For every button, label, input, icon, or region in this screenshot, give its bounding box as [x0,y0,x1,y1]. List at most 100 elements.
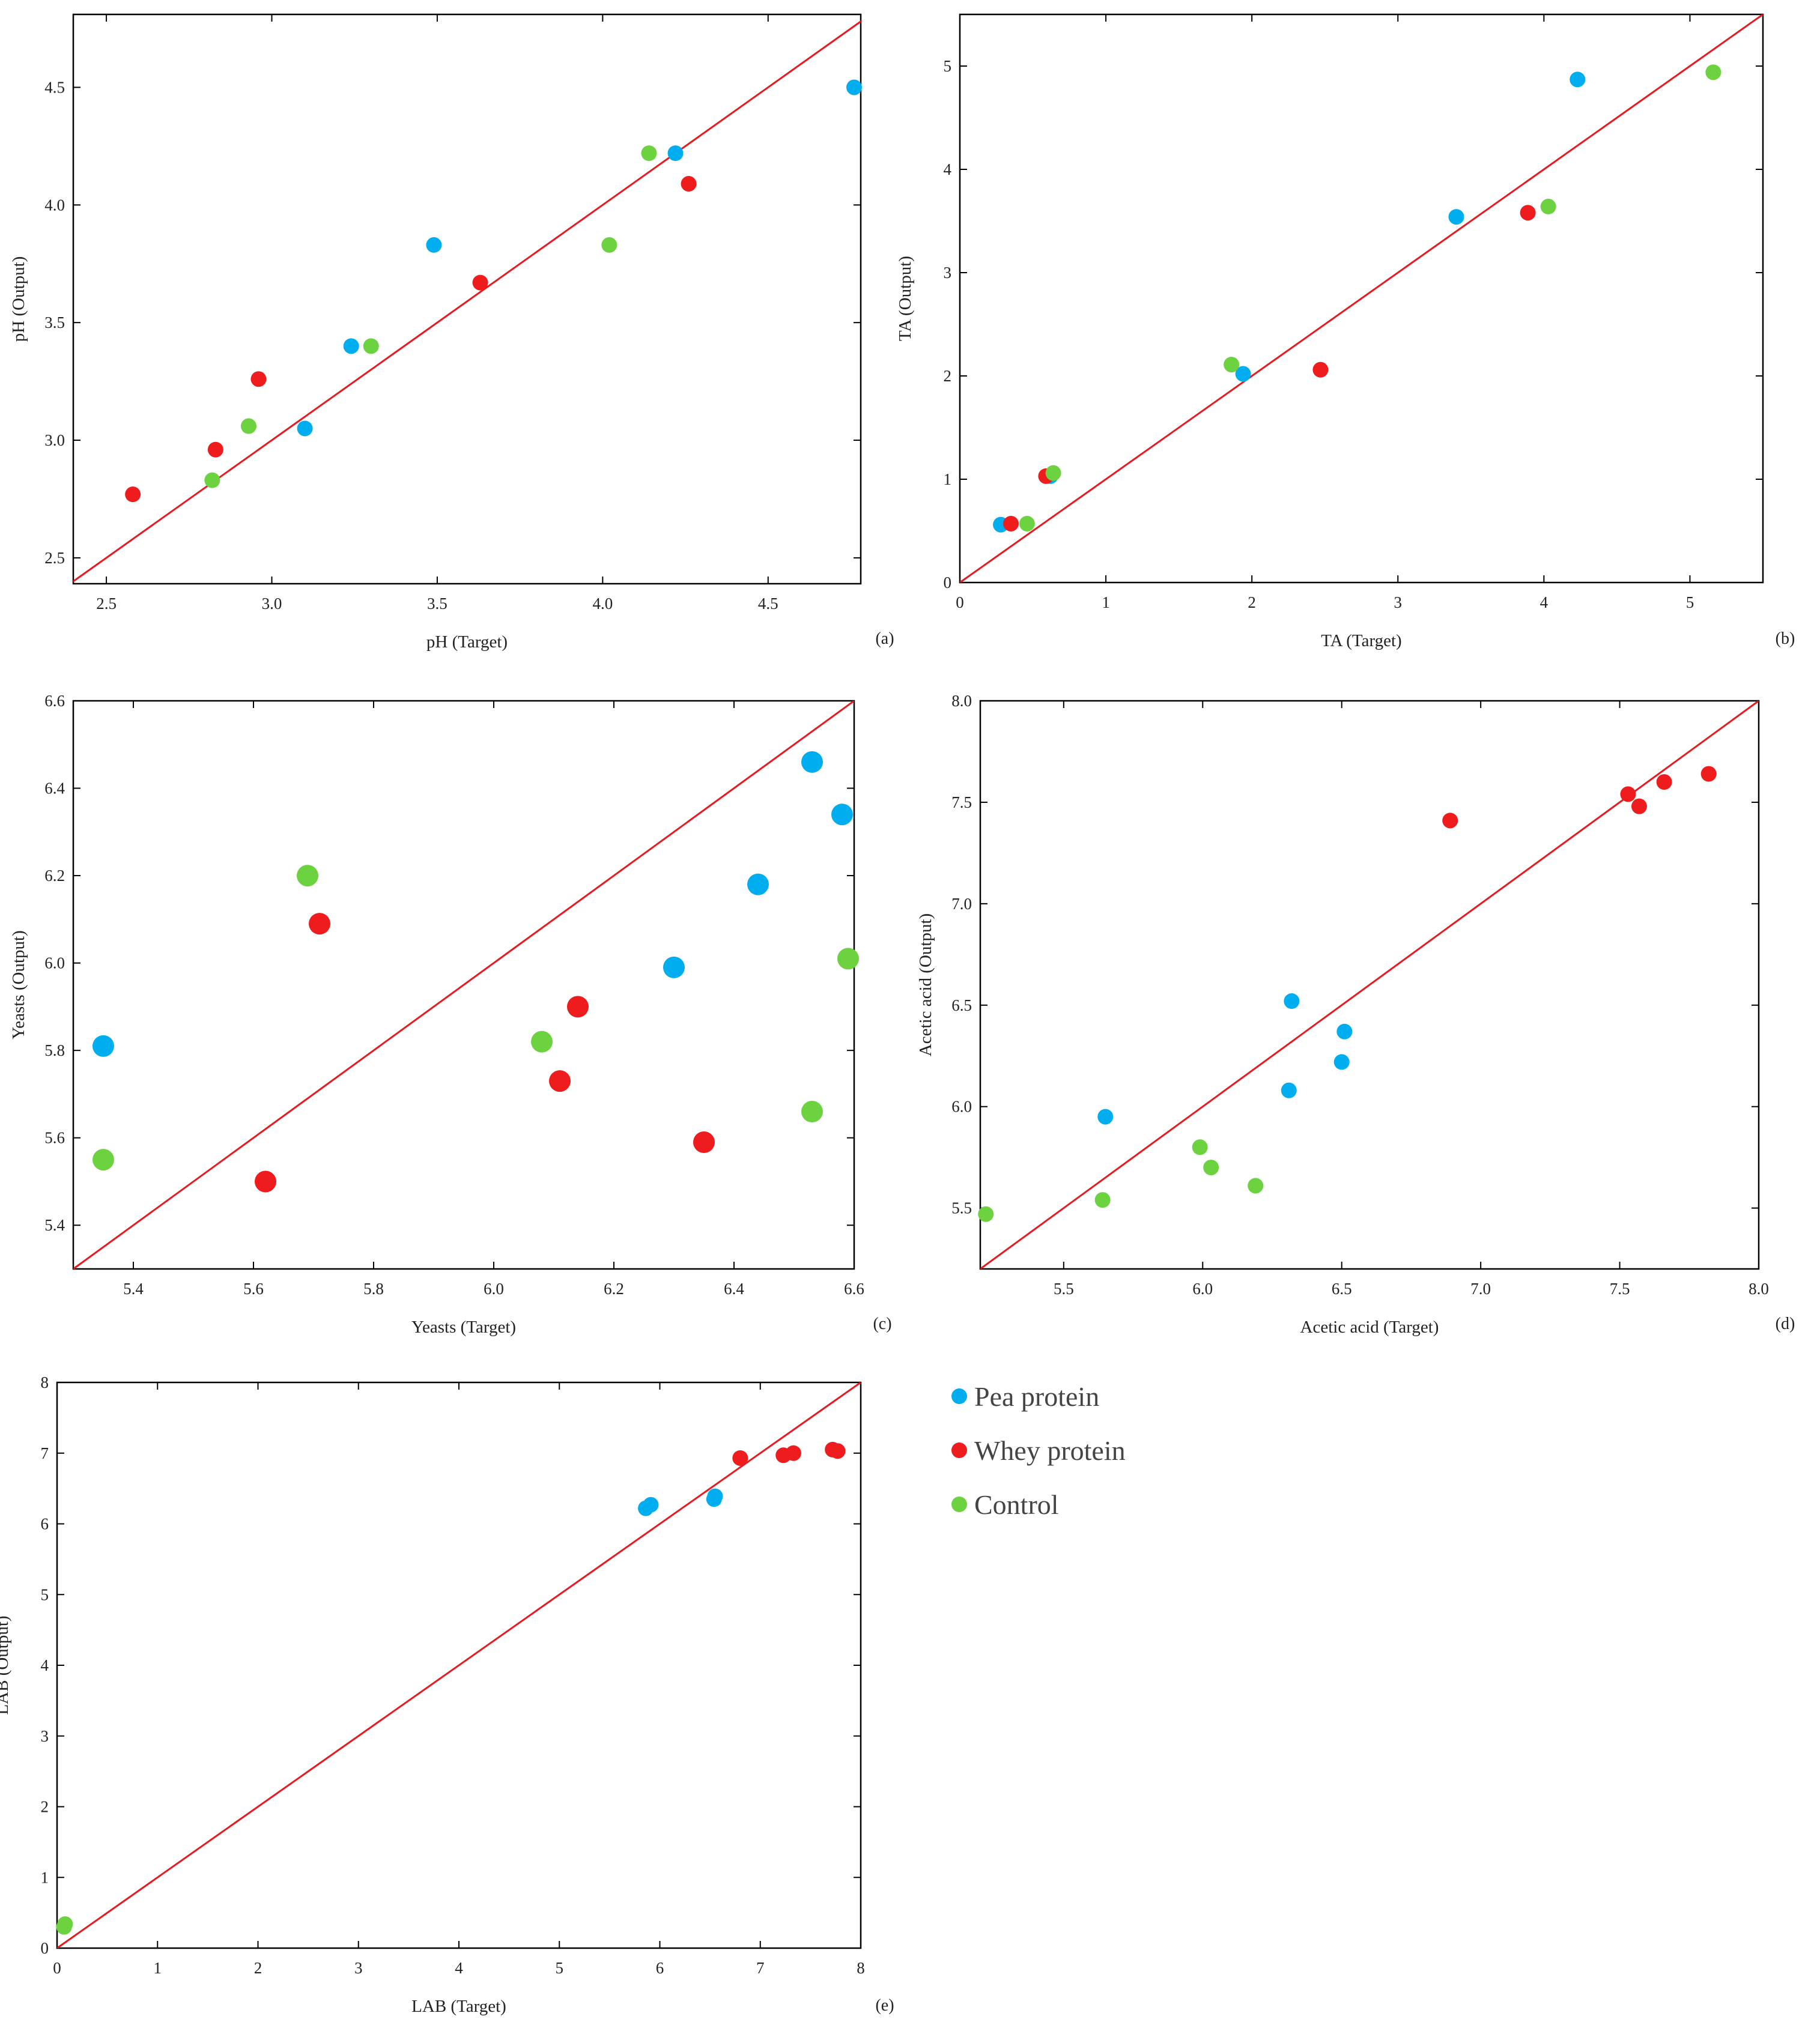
data-point-control [1203,1160,1219,1176]
plot-frame [72,700,855,1270]
data-point-whey [1620,786,1636,802]
data-point-whey [1520,205,1536,221]
x-tick-label: 4 [455,1959,463,1977]
x-tick-label: 6.2 [604,1280,624,1298]
data-point-pea [1097,1109,1114,1125]
data-point-control [93,1149,114,1171]
data-point-control [1019,515,1035,531]
x-tick-label: 3 [354,1959,363,1977]
x-tick-label: 5.4 [123,1280,144,1298]
y-tick-label: 6.5 [951,996,972,1014]
data-point-whey [1700,766,1717,782]
series-pea [638,1488,723,1516]
panel-label: (e) [875,1996,894,2015]
y-tick-label: 7.5 [951,793,972,811]
x-axis-label: Yeasts (Target) [411,1318,516,1337]
legend-marker-control [951,1497,967,1512]
legend: Pea protein Whey protein Control [951,1381,1126,1520]
data-point-whey [472,274,488,291]
plot-frame [959,13,1764,584]
data-point-whey [1656,774,1672,790]
y-tick-label: 5 [944,57,952,75]
y-tick-label: 4.0 [44,196,65,214]
x-axis-label: pH (Target) [426,632,508,652]
x-tick-label: 6.6 [844,1280,864,1298]
y-tick-label: 5.6 [44,1129,65,1147]
y-tick-label: 1 [944,470,952,488]
panel-label: (d) [1776,1315,1795,1333]
data-point-pea [1336,1023,1353,1040]
identity-line [960,14,1763,583]
data-point-control [1045,465,1061,481]
series-whey [255,913,715,1193]
x-tick-label: 6.4 [724,1280,744,1298]
data-point-control [1224,357,1240,373]
x-tick-label: 6 [656,1959,664,1977]
x-tick-label: 6.0 [1192,1280,1213,1298]
data-point-pea [1284,993,1300,1009]
chart-panel-e: 0 1 2 3 4 5 6 7 8 0 1 2 3 4 5 6 7 8 LAB (Target) LAB (Outpu… [0,1373,894,2016]
data-point-control [1192,1139,1208,1155]
x-tick-label: 4.5 [758,595,778,613]
chart-panel-a: 2.5 3.0 3.5 4.0 4.5 2.5 3.0 3.5 4.0 4.5 pH (Target… [9,13,894,652]
data-point-control [1094,1192,1111,1208]
data-point-pea [667,145,684,162]
x-tick-label: 5 [1686,593,1694,611]
data-point-control [1248,1178,1264,1194]
data-point-pea [426,237,442,253]
data-point-pea [1235,366,1251,382]
x-tick-label: 4 [1540,593,1549,611]
x-axis-label: LAB (Target) [411,1997,506,2016]
y-tick-label: 6.0 [44,954,65,972]
y-tick-label: 4 [41,1656,49,1674]
legend-label-control: Control [974,1489,1059,1520]
x-tick-label: 5.6 [243,1280,264,1298]
y-tick-label: 2.5 [44,549,65,567]
data-point-whey [693,1131,715,1153]
series-whey [1003,205,1536,531]
data-point-pea [93,1035,114,1057]
series-pea [993,71,1586,533]
y-tick-label: 5.5 [951,1199,972,1217]
y-tick-label: 3 [41,1727,49,1745]
series-control [978,1139,1264,1222]
data-point-whey [567,996,589,1018]
series-whey [732,1441,846,1466]
y-tick-label: 1 [41,1868,49,1886]
data-point-whey [732,1450,748,1466]
data-point-control [531,1031,553,1053]
y-axis-label: Acetic acid (Output) [916,913,935,1056]
data-point-pea [297,420,313,437]
y-tick-label: 6 [41,1515,49,1533]
x-tick-label: 7.0 [1470,1280,1491,1298]
data-point-whey [785,1445,801,1461]
x-tick-label: 5.8 [363,1280,384,1298]
data-point-pea [846,79,862,95]
x-tick-label: 6.0 [484,1280,504,1298]
y-tick-label: 0 [41,1939,49,1957]
data-point-whey [255,1170,276,1193]
x-tick-label: 1 [154,1959,162,1977]
data-point-whey [207,441,223,458]
chart-panel-c: 5.4 5.6 5.8 6.0 6.2 6.4 6.6 5.4 5.6 5.8 6.0 6.2 6.4 6… [9,692,892,1337]
x-tick-label: 3.0 [262,595,282,613]
data-point-control [204,472,220,488]
chart-panel-b: 0 1 2 3 4 5 0 1 2 3 4 5 TA (Target) TA (Output) (b) [896,13,1795,650]
data-point-whey [1631,798,1647,814]
y-tick-label: 7 [41,1444,49,1462]
y-tick-label: 6.6 [44,692,65,710]
series-control [204,145,657,488]
y-tick-label: 5.4 [44,1216,65,1234]
y-tick-label: 2 [41,1798,49,1816]
legend-label-whey: Whey protein [974,1435,1126,1466]
data-point-control [1705,64,1721,80]
data-point-pea [343,338,359,354]
series-whey [125,176,697,503]
x-tick-label: 2 [1248,593,1256,611]
panel-label: (b) [1776,629,1795,648]
data-point-pea [831,804,853,826]
x-tick-label: 5 [556,1959,564,1977]
data-point-control [1540,198,1556,214]
y-tick-label: 6.4 [44,779,65,798]
data-point-control [601,237,617,253]
